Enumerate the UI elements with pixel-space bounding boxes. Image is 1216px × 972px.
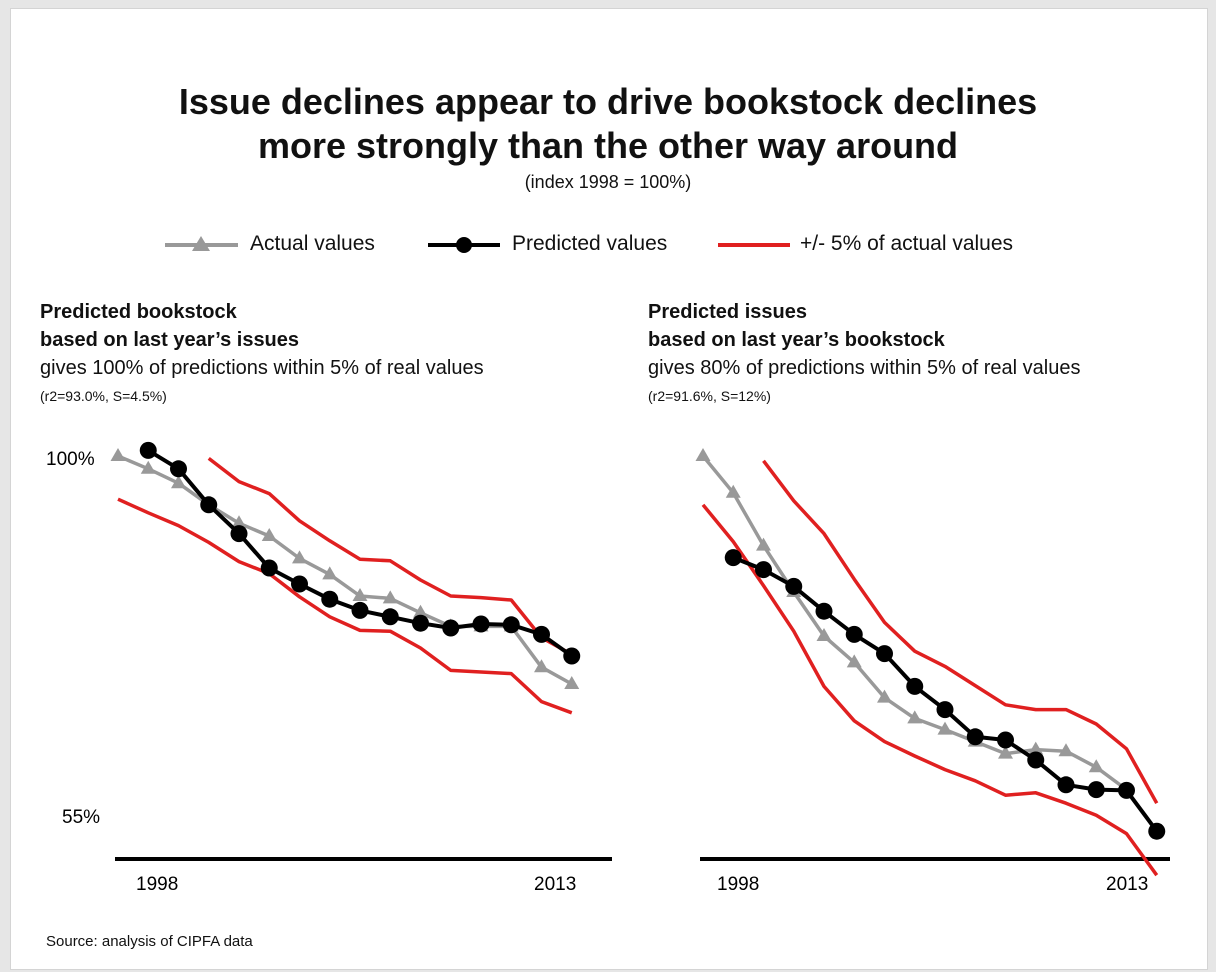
right-panel-description: gives 80% of predictions within 5% of re… xyxy=(648,357,1081,379)
right-predicted-point xyxy=(1027,751,1045,769)
left-predicted-point xyxy=(321,590,339,608)
left-predicted-point xyxy=(502,616,520,634)
right-actual-point xyxy=(998,745,1013,759)
right-x-start-label: 1998 xyxy=(717,874,759,895)
right-actual-line xyxy=(701,454,1128,792)
left-actual-point xyxy=(261,528,277,541)
left-predicted-point xyxy=(170,460,187,478)
right-predicted-point xyxy=(997,731,1014,749)
left-panel-heading-2: based on last year’s issues xyxy=(40,329,300,351)
right-panel-header: Predicted issues based on last year’s bo… xyxy=(648,298,1080,410)
right-predicted-point xyxy=(1148,822,1166,840)
left-panel-heading-1: Predicted bookstock xyxy=(40,301,237,323)
right-actual-point xyxy=(1058,743,1074,757)
right-actual-point xyxy=(937,721,953,735)
left-actual-point xyxy=(413,604,428,618)
left-predicted-point xyxy=(412,614,429,632)
chart-card xyxy=(10,8,1208,970)
left-panel-header: Predicted bookstock based on last year’s… xyxy=(40,298,484,410)
legend-actual-sample xyxy=(165,236,238,251)
left-predicted-point xyxy=(230,525,248,543)
left-actual-point xyxy=(171,475,186,489)
left-actual-point xyxy=(322,566,338,580)
left-predicted-point xyxy=(533,625,550,643)
right-predicted-point xyxy=(1118,781,1135,799)
right-predicted-point xyxy=(1057,776,1075,794)
right-predicted-point xyxy=(755,561,772,579)
chart-title-line-1: Issue declines appear to drive bookstock… xyxy=(178,81,1038,122)
right-x-end-label: 2013 xyxy=(1106,874,1148,895)
left-y-bottom-label: 55% xyxy=(62,807,100,828)
right-predicted-point xyxy=(876,645,893,663)
left-x-start-label: 1998 xyxy=(136,874,178,895)
right-actual-point xyxy=(816,628,832,641)
left-actual-point xyxy=(564,676,580,689)
right-predicted-point xyxy=(1087,781,1105,799)
right-predicted-point xyxy=(785,577,803,595)
right-predicted-point xyxy=(815,602,833,620)
left-predicted-point xyxy=(563,647,581,665)
left-actual-point xyxy=(110,448,126,461)
right-actual-point xyxy=(846,654,862,668)
right-actual-point xyxy=(877,689,892,703)
right-predicted-point xyxy=(724,549,742,567)
chart-title-line-2: more strongly than the other way around xyxy=(257,125,959,166)
left-predicted-point xyxy=(200,496,218,514)
right-actual-point xyxy=(1088,759,1104,773)
left-panel-stats: (r2=93.0%, S=4.5%) xyxy=(40,388,167,404)
right-panel-heading-2: based on last year’s bookstock xyxy=(648,329,945,351)
left-band-upper-line xyxy=(207,457,573,656)
legend-actual-label: Actual values xyxy=(250,232,375,255)
right-panel-stats: (r2=91.6%, S=12%) xyxy=(648,388,771,404)
chart-subtitle: (index 1998 = 100%) xyxy=(524,172,692,192)
right-actual-point xyxy=(907,710,923,724)
legend-band-label: +/- 5% of actual values xyxy=(800,232,1014,255)
left-actual-point xyxy=(382,590,398,604)
left-predicted-point xyxy=(381,608,399,626)
right-actual-point xyxy=(695,448,711,461)
right-band-upper-line xyxy=(762,459,1159,805)
right-band-lower-line xyxy=(701,503,1159,877)
right-actual-point xyxy=(1028,741,1044,755)
right-actual-point xyxy=(756,537,771,551)
right-predicted-point xyxy=(936,701,954,719)
legend-predicted-sample xyxy=(428,237,500,253)
left-actual-point xyxy=(231,515,247,529)
left-panel-description: gives 100% of predictions within 5% of r… xyxy=(40,357,484,379)
right-panel-heading-1: Predicted issues xyxy=(648,301,807,323)
left-predicted-point xyxy=(291,575,308,593)
left-predicted-point xyxy=(472,615,490,633)
right-actual-point xyxy=(725,484,741,498)
left-plot-area xyxy=(110,441,581,715)
left-actual-line xyxy=(117,454,573,686)
left-actual-point xyxy=(140,460,156,474)
right-predicted-point xyxy=(906,677,924,695)
left-band-lower-line xyxy=(117,497,573,715)
left-predicted-point xyxy=(351,601,369,619)
left-predicted-point xyxy=(139,441,157,459)
right-predicted-point xyxy=(966,728,984,746)
left-y-top-label: 100% xyxy=(46,449,95,470)
left-predicted-point xyxy=(442,619,460,637)
left-actual-point xyxy=(534,659,549,673)
left-predicted-point xyxy=(260,559,278,577)
left-actual-point xyxy=(292,550,307,564)
right-plot-area xyxy=(695,448,1166,877)
left-actual-point xyxy=(352,588,368,601)
source-note: Source: analysis of CIPFA data xyxy=(46,933,253,950)
legend-predicted-label: Predicted values xyxy=(512,232,668,255)
left-x-end-label: 2013 xyxy=(534,874,576,895)
right-predicted-point xyxy=(845,625,863,643)
